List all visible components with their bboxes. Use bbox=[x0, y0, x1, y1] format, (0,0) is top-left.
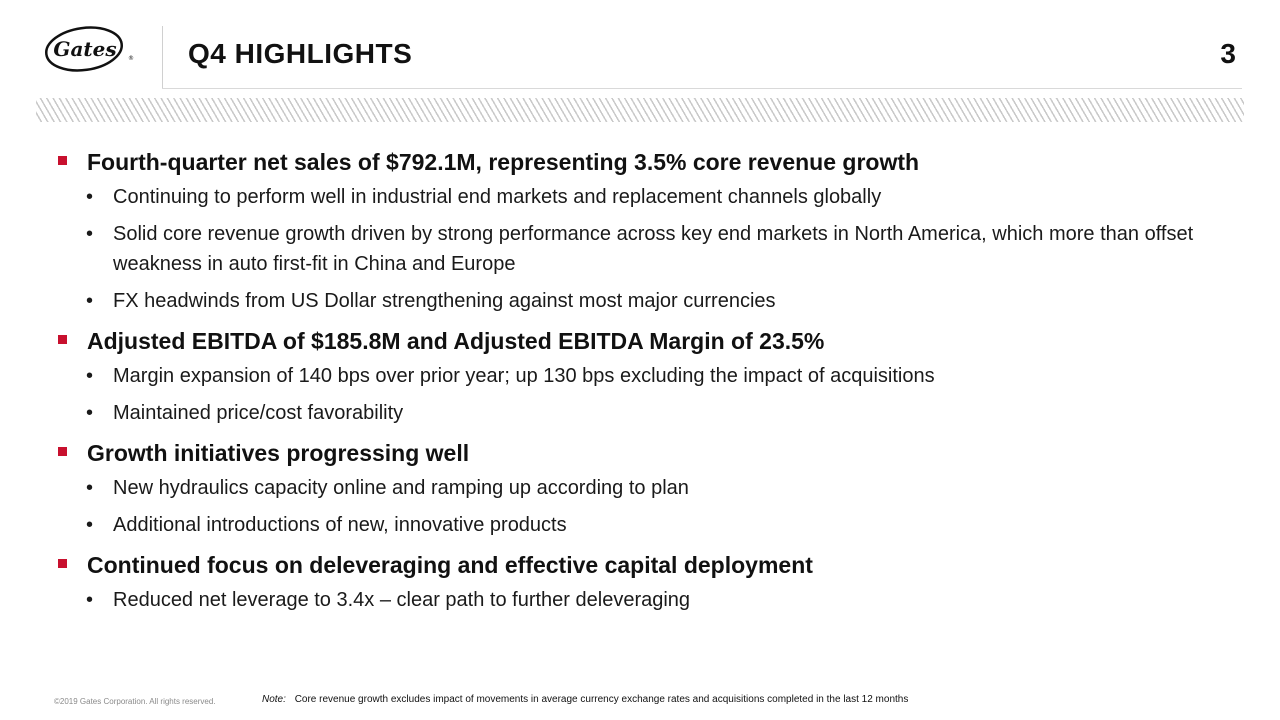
bullet-dot-icon: • bbox=[86, 290, 94, 312]
square-bullet-icon bbox=[58, 447, 67, 456]
section-heading: Growth initiatives progressing well bbox=[58, 435, 1240, 471]
bullet-text: Solid core revenue growth driven by stro… bbox=[113, 223, 1194, 275]
bullet-item: • Maintained price/cost favorability bbox=[58, 398, 1240, 428]
section-heading: Fourth-quarter net sales of $792.1M, rep… bbox=[58, 144, 1240, 180]
bullet-text: Reduced net leverage to 3.4x – clear pat… bbox=[113, 589, 691, 611]
bullet-item: • New hydraulics capacity online and ramp… bbox=[58, 473, 1240, 503]
footnote-label: Note: bbox=[262, 694, 286, 705]
section-heading-text: Growth initiatives progressing well bbox=[87, 440, 470, 466]
section-net-sales: Fourth-quarter net sales of $792.1M, rep… bbox=[58, 144, 1240, 316]
bullet-text: Margin expansion of 140 bps over prior y… bbox=[113, 365, 935, 387]
bullet-dot-icon: • bbox=[86, 365, 94, 387]
section-heading: Continued focus on deleveraging and effe… bbox=[58, 547, 1240, 583]
section-heading: Adjusted EBITDA of $185.8M and Adjusted … bbox=[58, 323, 1240, 359]
bullet-dot-icon: • bbox=[86, 223, 94, 245]
bullet-dot-icon: • bbox=[86, 402, 94, 424]
bullet-dot-icon: • bbox=[86, 477, 94, 499]
page-number: 3 bbox=[1220, 38, 1236, 69]
section-heading-text: Adjusted EBITDA of $185.8M and Adjusted … bbox=[87, 328, 825, 354]
header-divider-vertical bbox=[162, 26, 163, 88]
bullet-item: • FX headwinds from US Dollar strengtheni… bbox=[58, 286, 1240, 316]
svg-text:®: ® bbox=[128, 55, 134, 62]
bullet-item: • Reduced net leverage to 3.4x – clear pa… bbox=[58, 585, 1240, 615]
bullet-text: Additional introductions of new, innovat… bbox=[113, 514, 567, 536]
footnote: Note: Core revenue growth excludes impac… bbox=[262, 694, 908, 705]
bullet-list: • Continuing to perform well in industria… bbox=[58, 182, 1240, 316]
bullet-dot-icon: • bbox=[86, 514, 94, 536]
bullet-text: New hydraulics capacity online and rampi… bbox=[113, 477, 689, 499]
svg-text:Gates: Gates bbox=[53, 37, 116, 61]
bullet-dot-icon: • bbox=[86, 589, 94, 611]
bullet-item: • Solid core revenue growth driven by str… bbox=[58, 219, 1240, 279]
square-bullet-icon bbox=[58, 559, 67, 568]
bullet-dot-icon: • bbox=[86, 186, 94, 208]
square-bullet-icon bbox=[58, 335, 67, 344]
section-growth: Growth initiatives progressing well • New… bbox=[58, 435, 1240, 540]
bullet-item: • Margin expansion of 140 bps over prior … bbox=[58, 361, 1240, 391]
section-heading-text: Continued focus on deleveraging and effe… bbox=[87, 552, 813, 578]
bullet-item: • Continuing to perform well in industria… bbox=[58, 182, 1240, 212]
bullet-list: • New hydraulics capacity online and ramp… bbox=[58, 473, 1240, 540]
hatch-band bbox=[36, 98, 1244, 122]
bullet-item: • Additional introductions of new, innova… bbox=[58, 510, 1240, 540]
section-deleveraging: Continued focus on deleveraging and effe… bbox=[58, 547, 1240, 615]
section-ebitda: Adjusted EBITDA of $185.8M and Adjusted … bbox=[58, 323, 1240, 428]
bullet-text: Continuing to perform well in industrial… bbox=[113, 186, 882, 208]
slide-title: Q4 HIGHLIGHTS bbox=[188, 38, 413, 69]
copyright-text: ©2019 Gates Corporation. All rights rese… bbox=[54, 697, 216, 706]
section-heading-text: Fourth-quarter net sales of $792.1M, rep… bbox=[87, 149, 920, 175]
bullet-text: FX headwinds from US Dollar strengthenin… bbox=[113, 290, 776, 312]
square-bullet-icon bbox=[58, 156, 67, 165]
gates-logo: Gates ® bbox=[42, 24, 134, 74]
slide-content: Fourth-quarter net sales of $792.1M, rep… bbox=[58, 144, 1240, 622]
bullet-text: Maintained price/cost favorability bbox=[113, 402, 404, 424]
footnote-text: Core revenue growth excludes impact of m… bbox=[294, 694, 909, 705]
bullet-list: • Reduced net leverage to 3.4x – clear pa… bbox=[58, 585, 1240, 615]
bullet-list: • Margin expansion of 140 bps over prior … bbox=[58, 361, 1240, 428]
header-divider-horizontal bbox=[162, 88, 1242, 89]
